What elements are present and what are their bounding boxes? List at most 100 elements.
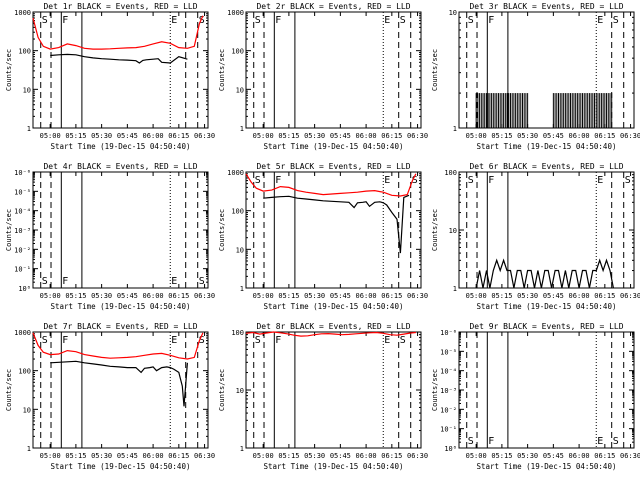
marker-label: E — [171, 15, 177, 26]
x-tick-label: 05:00 — [253, 292, 274, 300]
x-tick-label: 06:00 — [569, 452, 590, 460]
x-tick-label: 06:15 — [594, 132, 615, 140]
marker-label: E — [384, 175, 390, 186]
y-tick-label: 10⁻⁶ — [440, 329, 457, 337]
x-tick-label: 06:00 — [356, 292, 377, 300]
marker-label: S — [199, 335, 205, 346]
marker-label: S — [42, 276, 48, 287]
series-line-events — [50, 360, 188, 407]
x-tick-label: 06:00 — [143, 292, 164, 300]
y-tick-label: 1 — [27, 445, 31, 453]
x-tick-label: 05:45 — [543, 132, 564, 140]
x-tick-label: 05:15 — [278, 452, 299, 460]
marker-label: S — [468, 15, 474, 26]
marker-label: F — [62, 276, 68, 287]
marker-label: E — [171, 276, 177, 287]
x-tick-label: 05:45 — [330, 132, 351, 140]
x-tick-label: 05:30 — [517, 132, 538, 140]
marker-label: S — [400, 335, 406, 346]
chart-title: Det 9r BLACK = Events, RED = LLD — [469, 322, 623, 331]
y-tick-label: 1000 — [14, 9, 31, 17]
x-tick-label: 06:30 — [620, 132, 640, 140]
y-tick-label: 10⁻³ — [14, 227, 31, 235]
x-axis-label: Start Time (19-Dec-15 04:50:40) — [477, 462, 617, 471]
chart-title: Det 4r BLACK = Events, RED = LLD — [43, 162, 197, 171]
x-tick-label: 05:00 — [466, 292, 487, 300]
x-tick-label: 05:45 — [117, 452, 138, 460]
series-line-lld — [32, 15, 204, 50]
y-axis-label: Counts/sec — [218, 49, 226, 91]
plot-frame — [458, 11, 635, 129]
x-axis-label: Start Time (19-Dec-15 04:50:40) — [51, 142, 191, 151]
x-tick-label: 06:30 — [407, 292, 428, 300]
y-tick-label: 10⁻¹ — [440, 426, 457, 434]
y-tick-label: 10 — [449, 227, 457, 235]
marker-label: F — [488, 15, 494, 26]
marker-label: F — [488, 175, 494, 186]
x-tick-label: 05:30 — [91, 292, 112, 300]
y-tick-label: 10⁰ — [18, 285, 31, 293]
x-tick-label: 06:15 — [594, 292, 615, 300]
y-tick-label: 10⁻⁵ — [440, 348, 457, 356]
x-tick-label: 05:30 — [304, 452, 325, 460]
y-tick-label: 10 — [236, 246, 244, 254]
x-tick-label: 05:45 — [543, 452, 564, 460]
x-tick-label: 05:45 — [117, 132, 138, 140]
x-tick-label: 06:15 — [168, 292, 189, 300]
series-line-lld — [32, 332, 204, 360]
y-axis-label: Counts/sec — [431, 209, 439, 251]
y-tick-label: 100 — [18, 48, 31, 56]
y-axis-label: Counts/sec — [5, 209, 13, 251]
x-tick-label: 05:30 — [517, 452, 538, 460]
y-tick-label: 100 — [231, 329, 244, 337]
chart-title: Det 7r BLACK = Events, RED = LLD — [43, 322, 197, 331]
x-tick-label: 05:15 — [491, 452, 512, 460]
x-tick-label: 05:00 — [466, 132, 487, 140]
x-tick-label: 06:00 — [356, 132, 377, 140]
y-tick-label: 1 — [240, 285, 244, 293]
y-tick-label: 10⁻² — [440, 406, 457, 414]
x-axis-label: Start Time (19-Dec-15 04:50:40) — [264, 462, 404, 471]
chart-title: Det 3r BLACK = Events, RED = LLD — [469, 2, 623, 11]
x-axis-label: Start Time (19-Dec-15 04:50:40) — [51, 462, 191, 471]
marker-label: F — [275, 15, 281, 26]
x-tick-label: 06:00 — [569, 132, 590, 140]
x-tick-label: 06:00 — [143, 132, 164, 140]
marker-label: S — [468, 175, 474, 186]
series-line-lld — [245, 173, 417, 197]
x-tick-label: 05:45 — [543, 292, 564, 300]
marker-label: E — [597, 436, 603, 447]
y-tick-label: 100 — [231, 48, 244, 56]
x-axis-label: Start Time (19-Dec-15 04:50:40) — [51, 302, 191, 311]
marker-label: S — [400, 15, 406, 26]
y-axis-label: Counts/sec — [431, 49, 439, 91]
x-tick-label: 06:30 — [620, 292, 640, 300]
series-line-events — [263, 194, 410, 254]
plot-frame — [32, 331, 209, 449]
marker-label: S — [42, 335, 48, 346]
x-tick-label: 06:30 — [194, 292, 215, 300]
chart-title: Det 8r BLACK = Events, RED = LLD — [256, 322, 410, 331]
y-tick-label: 10⁻² — [14, 246, 31, 254]
y-tick-label: 1000 — [227, 9, 244, 17]
marker-label: S — [468, 436, 474, 447]
y-tick-label: 10 — [236, 86, 244, 94]
x-tick-label: 06:15 — [381, 132, 402, 140]
marker-label: F — [62, 335, 68, 346]
x-tick-label: 05:00 — [253, 452, 274, 460]
chart-title: Det 1r BLACK = Events, RED = LLD — [43, 2, 197, 11]
y-tick-label: 100 — [18, 368, 31, 376]
marker-label: S — [625, 175, 631, 186]
chart-panel-4: Det 4r BLACK = Events, RED = LLD S F E S 10⁰ 1… — [5, 162, 215, 311]
marker-label: S — [412, 175, 418, 186]
y-tick-label: 10⁻⁶ — [14, 169, 31, 177]
series-line-events — [50, 53, 188, 64]
marker-label: S — [255, 335, 261, 346]
